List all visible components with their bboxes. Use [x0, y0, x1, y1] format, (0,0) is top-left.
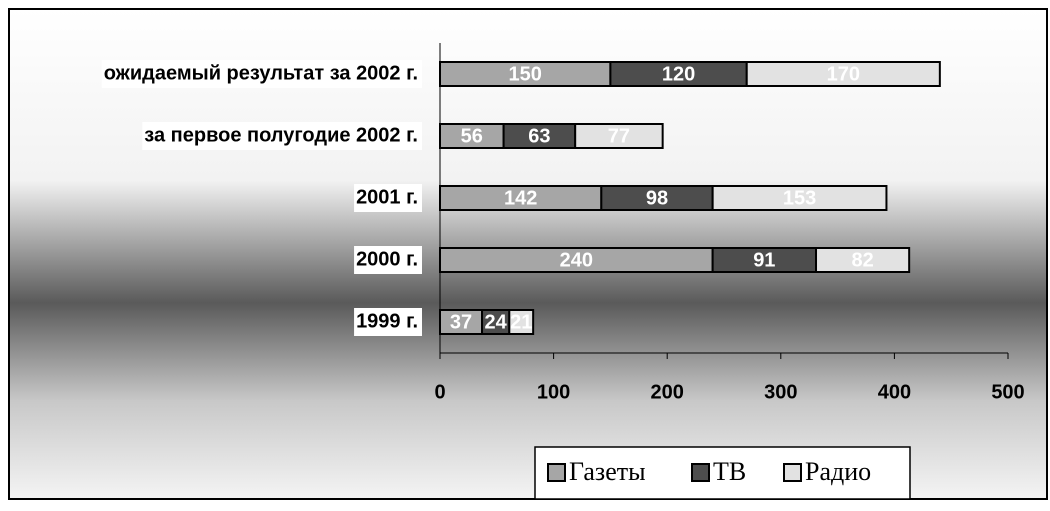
bar-segment: [502, 123, 577, 149]
data-label: 63: [528, 125, 550, 147]
legend-label: Газеты: [569, 457, 646, 486]
bar-segment: [711, 185, 888, 211]
y-tick-label: 2001 г.: [356, 186, 418, 208]
bar-segment: [745, 61, 941, 87]
legend-label: ТВ: [713, 457, 746, 486]
data-label: 77: [608, 125, 630, 147]
y-tick-label-bg: [354, 184, 422, 212]
x-tick-label: 300: [764, 381, 797, 403]
data-label: 82: [851, 249, 873, 271]
data-label: 37: [450, 311, 472, 333]
data-label: 24: [485, 311, 508, 333]
data-label: 170: [827, 63, 860, 85]
y-tick-label-bg: [101, 60, 422, 88]
data-label: 142: [504, 187, 537, 209]
x-tick-label: 0: [434, 381, 445, 403]
bar-segment: [815, 247, 911, 273]
y-tick-label-bg: [354, 308, 422, 336]
x-tick-label: 200: [651, 381, 684, 403]
bar-segment: [508, 309, 535, 335]
bar-segment: [439, 61, 612, 87]
legend-swatch: [547, 463, 566, 482]
data-label: 21: [510, 311, 532, 333]
legend-box: [534, 446, 911, 500]
legend-label: Радио: [805, 457, 871, 486]
bar-segment: [439, 123, 505, 149]
x-tick-label: 400: [878, 381, 911, 403]
data-label: 98: [646, 187, 668, 209]
legend-swatch: [783, 463, 802, 482]
x-tick-label: 500: [991, 381, 1024, 403]
y-tick-label-bg: [354, 246, 422, 274]
data-label: 120: [662, 63, 695, 85]
y-tick-label: ожидаемый результат за 2002 г.: [104, 62, 418, 84]
y-tick-label-bg: [142, 122, 422, 150]
data-label: 240: [560, 249, 593, 271]
bar-segment: [481, 309, 511, 335]
data-label: 91: [753, 249, 775, 271]
x-tick-label: 100: [537, 381, 570, 403]
y-tick-label: за первое полугодие 2002 г.: [144, 124, 418, 146]
bar-segment: [439, 185, 603, 211]
y-tick-label: 2000 г.: [356, 248, 418, 270]
bar-segment: [574, 123, 664, 149]
bar-segment: [609, 61, 748, 87]
y-tick-label: 1999 г.: [356, 310, 418, 332]
data-label: 150: [509, 63, 542, 85]
data-label: 153: [783, 187, 816, 209]
data-label: 56: [461, 125, 483, 147]
legend-swatch: [691, 463, 710, 482]
